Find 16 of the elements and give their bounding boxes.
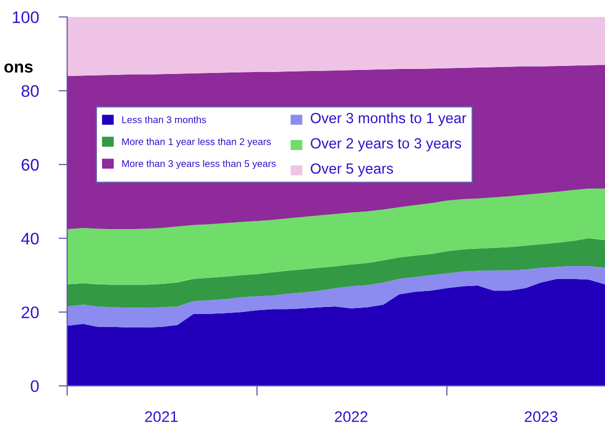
legend-label: Over 3 months to 1 year — [310, 112, 466, 126]
y-tick-label: 100 — [12, 11, 39, 24]
y-tick-label: 20 — [22, 306, 39, 318]
x-tick-label: 2023 — [524, 411, 558, 422]
y-axis-title: ons — [4, 64, 33, 73]
y-tick-label: 60 — [22, 158, 39, 171]
series-label: More than 3 years less than 5 years — [122, 160, 276, 169]
y-tick-label: 80 — [22, 85, 39, 97]
y-tick-label: 40 — [21, 232, 39, 244]
x-tick-label: 2022 — [334, 411, 368, 422]
y-tick-label: 0 — [30, 380, 39, 392]
x-tick-label: 2021 — [145, 411, 178, 422]
legend-label: Less than 3 months — [122, 116, 206, 124]
legend-label: More than 1 year less than 2 years — [122, 138, 271, 148]
series-label: Over 5 years — [310, 163, 394, 177]
legend-label: Over 2 years to 3 years — [310, 138, 462, 152]
